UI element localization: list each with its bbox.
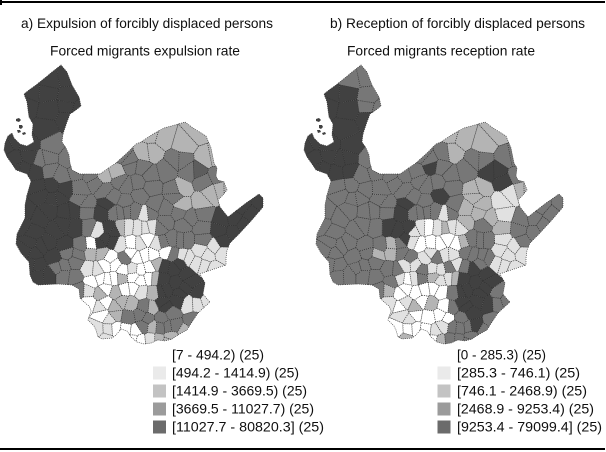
svg-text:Forced migrants reception rate: Forced migrants reception rate — [347, 44, 535, 59]
svg-text:[746.1 - 2468.9) (25): [746.1 - 2468.9) (25) — [457, 383, 587, 398]
svg-text:[0 - 285.3) (25): [0 - 285.3) (25) — [457, 347, 546, 362]
svg-text:b) Reception of forcibly displ: b) Reception of forcibly displaced perso… — [330, 16, 585, 31]
svg-text:[7 - 494.2) (25): [7 - 494.2) (25) — [172, 347, 264, 362]
svg-text:[2468.9 - 9253.4) (25): [2468.9 - 9253.4) (25) — [457, 401, 594, 416]
svg-text:[1414.9 - 3669.5) (25): [1414.9 - 3669.5) (25) — [172, 383, 307, 398]
svg-text:a) Expulsion of forcibly displ: a) Expulsion of forcibly displaced perso… — [21, 16, 273, 31]
svg-text:[11027.7 - 80820.3] (25): [11027.7 - 80820.3] (25) — [172, 419, 324, 434]
svg-text:[9253.4 - 79099.4] (25): [9253.4 - 79099.4] (25) — [457, 419, 602, 434]
svg-text:Forced migrants expulsion rate: Forced migrants expulsion rate — [50, 44, 240, 59]
svg-text:[494.2 - 1414.9) (25): [494.2 - 1414.9) (25) — [172, 365, 299, 380]
svg-text:[285.3 - 746.1) (25): [285.3 - 746.1) (25) — [457, 365, 580, 380]
svg-text:[3669.5 - 11027.7) (25): [3669.5 - 11027.7) (25) — [172, 401, 314, 416]
